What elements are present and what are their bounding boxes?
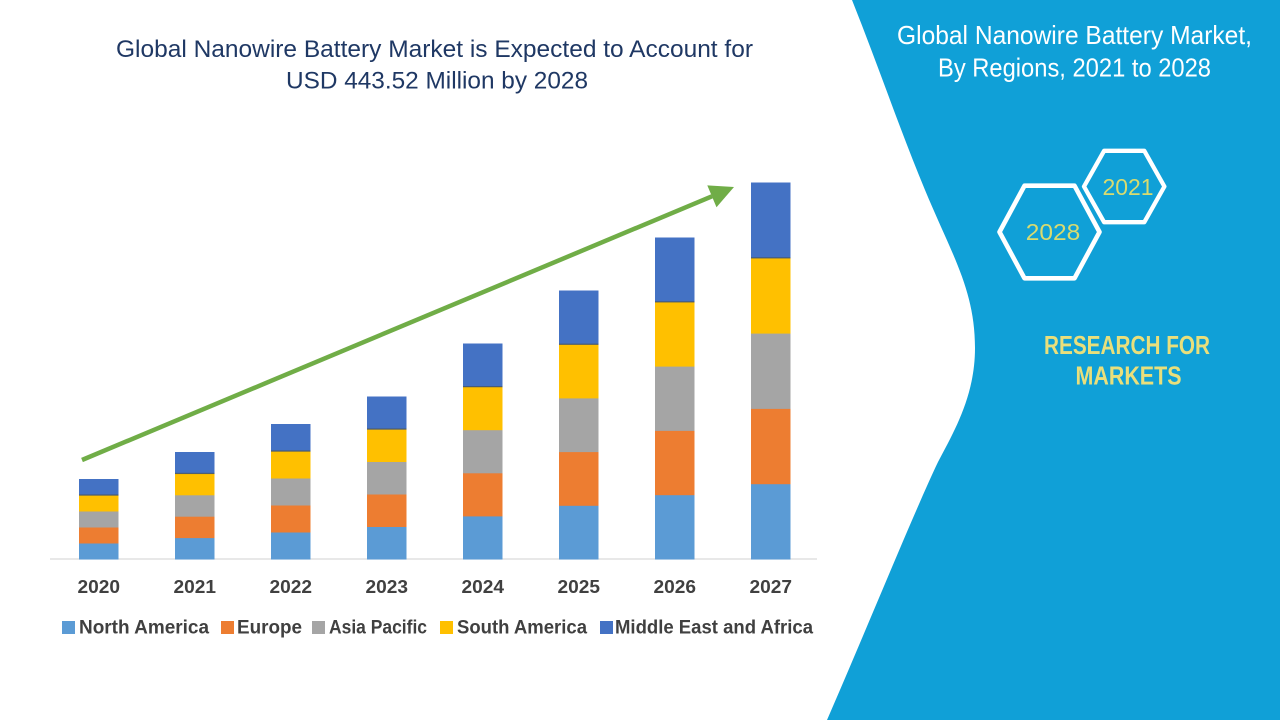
svg-text:By Regions, 2021 to 2028: By Regions, 2021 to 2028 bbox=[938, 53, 1211, 83]
svg-text:Middle East and Africa: Middle East and Africa bbox=[615, 618, 813, 639]
svg-text:USD 443.52 Million by 2028: USD 443.52 Million by 2028 bbox=[286, 68, 588, 95]
svg-text:Global Nanowire Battery Market: Global Nanowire Battery Market is Expect… bbox=[116, 36, 753, 63]
svg-text:North America: North America bbox=[79, 618, 209, 639]
svg-text:2027: 2027 bbox=[750, 576, 793, 597]
svg-text:2020: 2020 bbox=[78, 576, 121, 597]
svg-text:2021: 2021 bbox=[174, 576, 217, 597]
svg-text:Asia Pacific: Asia Pacific bbox=[329, 618, 427, 639]
svg-text:Europe: Europe bbox=[237, 618, 302, 639]
svg-text:2023: 2023 bbox=[366, 576, 409, 597]
svg-text:South America: South America bbox=[457, 618, 587, 639]
svg-text:2028: 2028 bbox=[1026, 219, 1081, 245]
svg-text:RESEARCH FOR: RESEARCH FOR bbox=[1044, 330, 1210, 360]
svg-text:2021: 2021 bbox=[1103, 174, 1154, 200]
svg-text:MARKETS: MARKETS bbox=[1076, 361, 1182, 391]
svg-text:2024: 2024 bbox=[462, 576, 505, 597]
svg-text:2026: 2026 bbox=[654, 576, 697, 597]
svg-text:2022: 2022 bbox=[270, 576, 313, 597]
svg-text:2025: 2025 bbox=[558, 576, 601, 597]
svg-text:Global Nanowire Battery Market: Global Nanowire Battery Market, bbox=[897, 20, 1252, 50]
